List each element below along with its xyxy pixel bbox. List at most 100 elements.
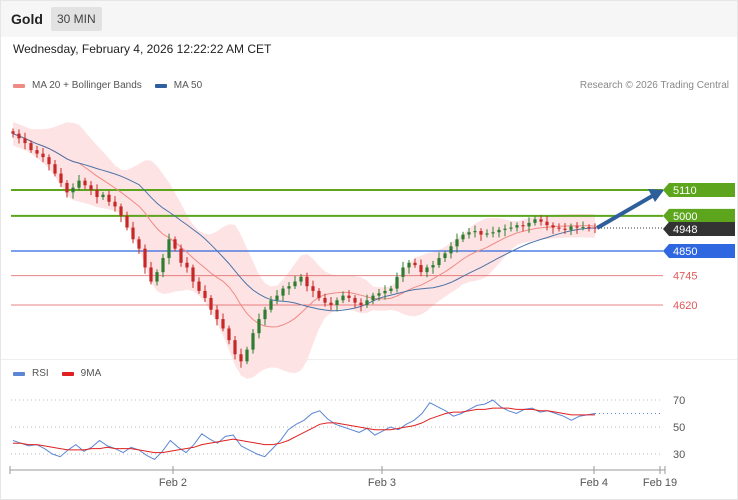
candle-body	[557, 227, 561, 229]
candle-body	[569, 226, 573, 230]
candle-body	[329, 302, 333, 305]
level-tag-5110: 5110	[663, 183, 735, 197]
candle-body	[47, 157, 51, 165]
level-tag-4850: 4850	[663, 244, 735, 259]
candle-body	[293, 281, 297, 287]
candle-body	[563, 228, 567, 230]
bollinger-band-fill	[13, 121, 595, 379]
level-tag-5000-text: 5000	[673, 211, 697, 223]
candle-body	[407, 262, 411, 268]
candle-body	[431, 265, 435, 268]
candle-body	[71, 187, 75, 193]
candle-body	[131, 227, 135, 240]
candle-body	[251, 333, 255, 350]
rsi-ma-legend-label: 9MA	[80, 368, 102, 379]
candle-body	[65, 182, 69, 193]
candle-body	[317, 290, 321, 298]
candle-body	[29, 143, 33, 151]
candle-body	[53, 164, 57, 174]
candle-body	[545, 221, 549, 226]
level-tag-5000: 5000	[663, 208, 735, 223]
candle-body	[281, 288, 285, 296]
candle-body	[101, 194, 105, 198]
candle-body	[299, 276, 303, 282]
level-label-4620: 4620	[673, 300, 697, 312]
candle-body	[125, 215, 129, 228]
rsi-ma-line	[13, 407, 595, 454]
last-price-tag-text: 4948	[673, 224, 697, 236]
ma20-legend-label: MA 20 + Bollinger Bands	[32, 80, 142, 91]
candle-body	[485, 233, 489, 235]
candle-body	[491, 232, 495, 234]
candle-body	[35, 150, 39, 154]
candle-body	[227, 328, 231, 341]
level-tag-4850-text: 4850	[673, 246, 697, 258]
candle-body	[83, 180, 87, 186]
candle-body	[359, 302, 363, 305]
candle-body	[185, 262, 189, 268]
candle-body	[245, 349, 249, 362]
candle-body	[473, 231, 477, 233]
candle-body	[197, 281, 201, 291]
candle-body	[323, 297, 327, 303]
candle-body	[143, 248, 147, 268]
candle-body	[461, 234, 465, 240]
level-tag-5110-bg	[663, 183, 735, 197]
candle-body	[437, 258, 441, 266]
candle-body	[497, 229, 501, 233]
candle-body	[113, 201, 117, 207]
candle-body	[449, 246, 453, 254]
candle-body	[257, 319, 261, 334]
x-tick-label: Feb 4	[580, 477, 608, 489]
candle-body	[95, 190, 99, 198]
candle-body	[401, 267, 405, 277]
research-credit: Research © 2026 Trading Central	[579, 80, 729, 91]
candle-body	[527, 222, 531, 227]
candle-body	[347, 295, 351, 298]
candle-body	[287, 286, 291, 289]
rsi-level-label-70: 70	[673, 395, 685, 407]
level-tag-5000-bg	[663, 208, 735, 223]
candle-body	[479, 231, 483, 235]
timeframe-button[interactable]: 30 MIN	[51, 7, 102, 31]
rsi-level-label-50: 50	[673, 422, 685, 434]
rsi-ma-legend-swatch	[61, 371, 74, 376]
target-arrow-head	[648, 189, 664, 202]
candle-body	[551, 225, 555, 228]
ma20-legend-swatch	[13, 83, 25, 88]
candle-body	[515, 225, 519, 228]
candle-body	[419, 265, 423, 273]
main-legend: MA 20 + Bollinger Bands MA 50	[13, 80, 215, 91]
rsi-legend-label: RSI	[32, 368, 49, 379]
level-tag-5110-text: 5110	[673, 185, 697, 197]
candle-body	[119, 206, 123, 216]
candle-body	[173, 239, 177, 249]
candle-body	[503, 228, 507, 230]
target-arrow-shaft	[595, 193, 656, 230]
candle-body	[467, 232, 471, 235]
candle-body	[425, 267, 429, 273]
candle-body	[383, 290, 387, 294]
candle-body	[413, 262, 417, 266]
candle-body	[161, 258, 165, 273]
candle-body	[533, 219, 537, 223]
candle-body	[233, 340, 237, 355]
candle-body	[209, 297, 213, 310]
candle-body	[539, 219, 543, 222]
candle-body	[311, 286, 315, 291]
candle-body	[221, 319, 225, 329]
chart-datetime: Wednesday, February 4, 2026 12:22:22 AM …	[13, 42, 272, 56]
candle-body	[203, 290, 207, 298]
candle-body	[305, 276, 309, 287]
candle-body	[395, 276, 399, 289]
x-tick-label: Feb 3	[368, 477, 396, 489]
rsi-level-label-30: 30	[673, 449, 685, 461]
candle-body	[521, 225, 525, 227]
candle-body	[581, 227, 585, 229]
candle-body	[191, 267, 195, 282]
candle-body	[509, 227, 513, 229]
candle-body	[269, 300, 273, 310]
candle-body	[377, 293, 381, 296]
level-tag-4850-bg	[663, 244, 735, 259]
